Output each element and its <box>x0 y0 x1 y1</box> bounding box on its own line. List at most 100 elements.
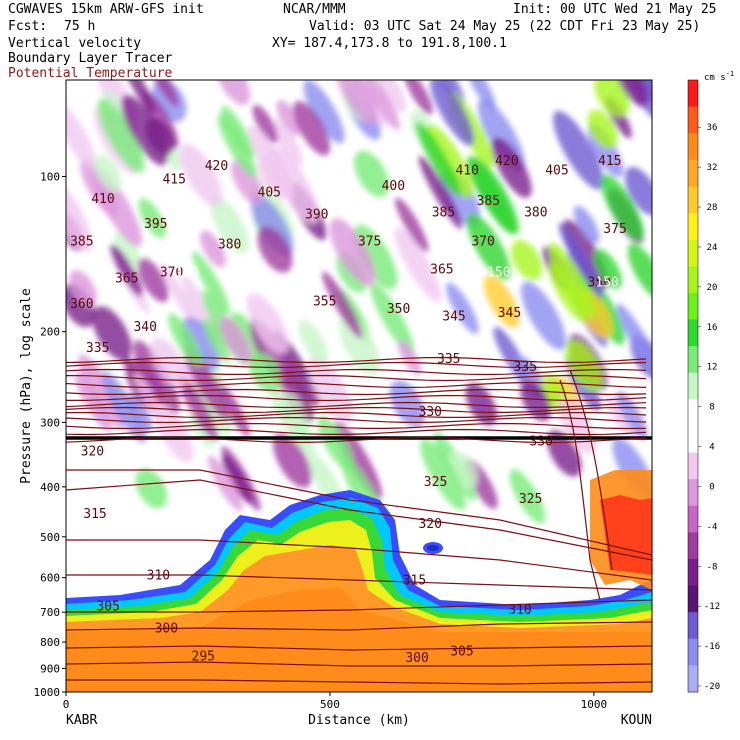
velocity-blob <box>573 205 600 244</box>
theta-label: 320 <box>419 517 442 532</box>
velocity-blob <box>246 293 289 354</box>
theta-contour <box>66 411 647 419</box>
colorbar-swatch <box>688 505 698 533</box>
velocity-blob <box>137 258 169 303</box>
velocity-blob <box>272 119 303 166</box>
theta-label: 370 <box>160 266 183 281</box>
velocity-blob <box>520 281 567 351</box>
colorbar-tick-label: 20 <box>707 283 718 293</box>
velocity-blob <box>370 282 415 354</box>
theta-label: 380 <box>218 238 241 253</box>
velocity-blob <box>199 230 226 268</box>
velocity-blob <box>276 100 302 136</box>
velocity-blob <box>153 403 194 463</box>
colorbar-swatch <box>688 479 698 507</box>
velocity-blob <box>133 372 163 419</box>
tropopause-label: 150 <box>487 266 510 281</box>
velocity-blob <box>114 231 141 269</box>
velocity-blob <box>446 282 479 335</box>
theta-contour <box>66 661 652 667</box>
velocity-blob <box>270 381 312 443</box>
theta-contour <box>66 479 652 561</box>
theta-label: 385 <box>477 194 500 209</box>
colorbar: 36 32 28 24 20 16 12 8 4 0 -4 -8 -12 -16 -20 <box>687 79 720 693</box>
theta-label: 305 <box>96 600 119 615</box>
theta-contour <box>66 388 647 396</box>
velocity-blob <box>318 416 354 471</box>
colorbar-swatch <box>688 585 698 613</box>
velocity-blob <box>247 125 295 200</box>
theta-label: 345 <box>498 306 521 321</box>
velocity-blob <box>252 104 278 144</box>
theta-label: 380 <box>524 206 547 221</box>
velocity-blob <box>66 173 93 252</box>
velocity-blob <box>135 468 168 509</box>
colorbar-tick-label: -20 <box>704 682 720 692</box>
velocity-blob <box>208 455 243 512</box>
velocity-blob <box>138 198 166 239</box>
colorbar-tick-label: 4 <box>709 443 714 453</box>
theta-label: 360 <box>70 297 93 312</box>
colorbar-unit: cm s-1 <box>704 70 734 83</box>
y-tick-label: 800 <box>40 636 60 649</box>
theta-contour <box>66 374 647 382</box>
colorbar-swatch <box>688 612 698 640</box>
theta-label: 375 <box>358 234 381 249</box>
colorbar-tick-label: 24 <box>707 243 718 253</box>
velocity-blob <box>219 316 253 365</box>
theta-contour <box>66 401 647 409</box>
theta-label: 385 <box>432 206 455 221</box>
forecast-hour: 75 h <box>64 19 96 34</box>
theta-label: 370 <box>471 234 494 249</box>
field-name-1: Vertical velocity <box>8 36 142 51</box>
velocity-blob <box>94 154 122 192</box>
velocity-blob <box>547 430 582 477</box>
colorbar-swatch <box>688 266 698 294</box>
colorbar-tick-label: -4 <box>707 522 718 532</box>
colorbar-swatch <box>688 159 698 187</box>
y-tick-label: 700 <box>40 606 60 619</box>
velocity-blob <box>587 109 618 149</box>
valid-time: Valid: 03 UTC Sat 24 May 25 (22 CDT Fri … <box>309 19 701 34</box>
y-tick-label: 100 <box>40 170 60 183</box>
colorbar-swatch <box>688 346 698 374</box>
velocity-blob <box>66 100 97 169</box>
plot-frame <box>65 79 653 693</box>
velocity-blob <box>307 356 354 424</box>
colorbar-tick-label: 0 <box>709 482 714 492</box>
theta-label: 330 <box>529 434 552 449</box>
left-station: KABR <box>66 713 97 728</box>
velocity-blob <box>616 303 652 380</box>
theta-label: 340 <box>133 320 156 335</box>
theta-label: 355 <box>313 294 336 309</box>
velocity-blob <box>627 243 652 300</box>
velocity-blob <box>553 110 604 190</box>
colorbar-swatch <box>688 319 698 347</box>
y-tick-label: 500 <box>40 531 60 544</box>
colorbar-tick-label: 36 <box>707 123 718 133</box>
velocity-blob <box>510 239 543 281</box>
theta-label: 315 <box>83 507 106 522</box>
velocity-blob <box>192 251 231 315</box>
xy-coords: XY= 187.4,173.8 to 191.8,100.1 <box>272 36 507 51</box>
theta-contour <box>66 416 647 424</box>
forecast-label: Fcst: <box>8 19 48 34</box>
right-station: KOUN <box>621 713 652 728</box>
theta-label: 385 <box>70 234 93 249</box>
colorbar-swatch <box>688 372 698 400</box>
theta-label: 330 <box>419 405 442 420</box>
velocity-blob <box>420 438 466 511</box>
velocity-blob <box>624 166 652 216</box>
field-name-2: Boundary Layer Tracer <box>8 51 173 66</box>
theta-contour <box>66 574 652 591</box>
colorbar-swatch <box>688 133 698 161</box>
theta-label: 390 <box>305 208 328 223</box>
theta-label: 300 <box>405 651 428 666</box>
theta-label: 300 <box>155 622 178 637</box>
model-title: CGWAVES 15km ARW-GFS init <box>8 2 204 17</box>
field-name-3: Potential Temperature <box>8 66 173 81</box>
theta-contour <box>66 356 647 364</box>
velocity-blob <box>466 213 511 280</box>
theta-label: 350 <box>587 276 610 291</box>
